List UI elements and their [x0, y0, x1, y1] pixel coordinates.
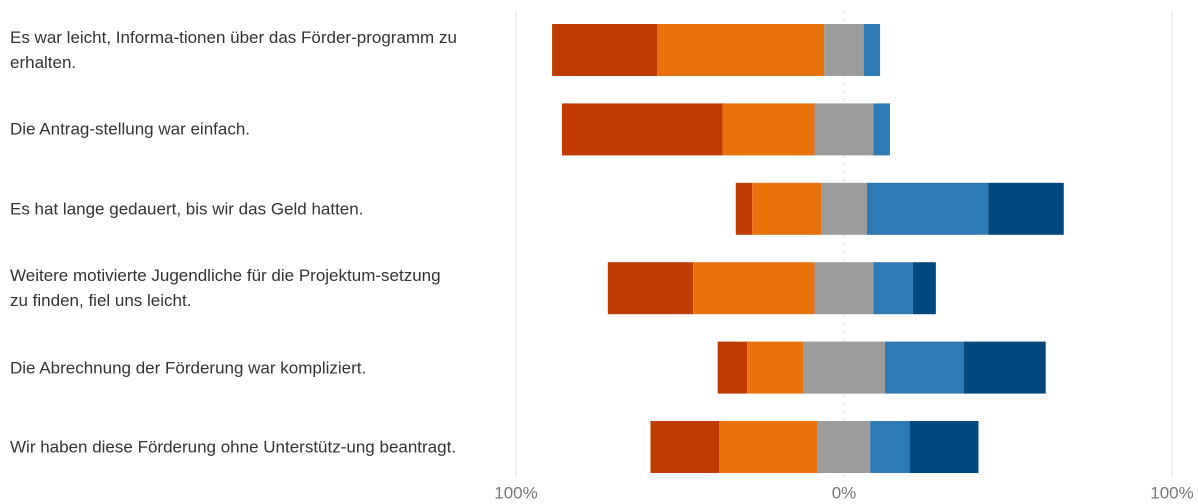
bar-segment [650, 421, 720, 473]
bar-segment [870, 421, 910, 473]
x-tick-label: 100% [494, 483, 537, 502]
bar-segment [817, 421, 871, 473]
bar-segment [693, 262, 815, 315]
bar-segment [909, 421, 979, 473]
bar-segment [863, 24, 881, 76]
bar-segment [719, 421, 818, 473]
bar-segment [912, 262, 936, 315]
bar-segment [561, 103, 723, 156]
bar-segment [963, 341, 1046, 394]
bar-segment [722, 103, 815, 156]
bar-segment [735, 182, 753, 235]
category-label: Es hat lange gedauert, bis wir das Geld … [10, 199, 364, 219]
category-label: Wir haben diese Förderung ohne Unterstüt… [10, 437, 457, 457]
bar-segment [873, 103, 890, 156]
category-label: Die Abrechnung der Förderung war kompliz… [10, 358, 367, 378]
bar-segment [803, 341, 885, 394]
bar-segment [657, 24, 825, 76]
category-label: Die Antrag-stellung war einfach. [10, 119, 251, 139]
x-tick-label: 0% [832, 483, 857, 502]
bar-segment [821, 182, 867, 235]
bar-segment [552, 24, 658, 76]
bar-segment [873, 262, 913, 315]
bar-segment [885, 341, 964, 394]
bar-segment [607, 262, 694, 315]
bar-segment [717, 341, 748, 394]
bar-segment [814, 262, 874, 315]
bar-segment [752, 182, 822, 235]
bar-segment [866, 182, 989, 235]
x-tick-label: 100% [1150, 483, 1193, 502]
bar-segment [747, 341, 803, 394]
category-label: Es war leicht, Informa-tionen über das F… [10, 28, 457, 72]
category-label: Weitere motivierte Jugendliche für die P… [10, 266, 441, 311]
bar-segment [814, 103, 874, 156]
bar-segment [988, 182, 1064, 235]
bar-segment [824, 24, 864, 76]
